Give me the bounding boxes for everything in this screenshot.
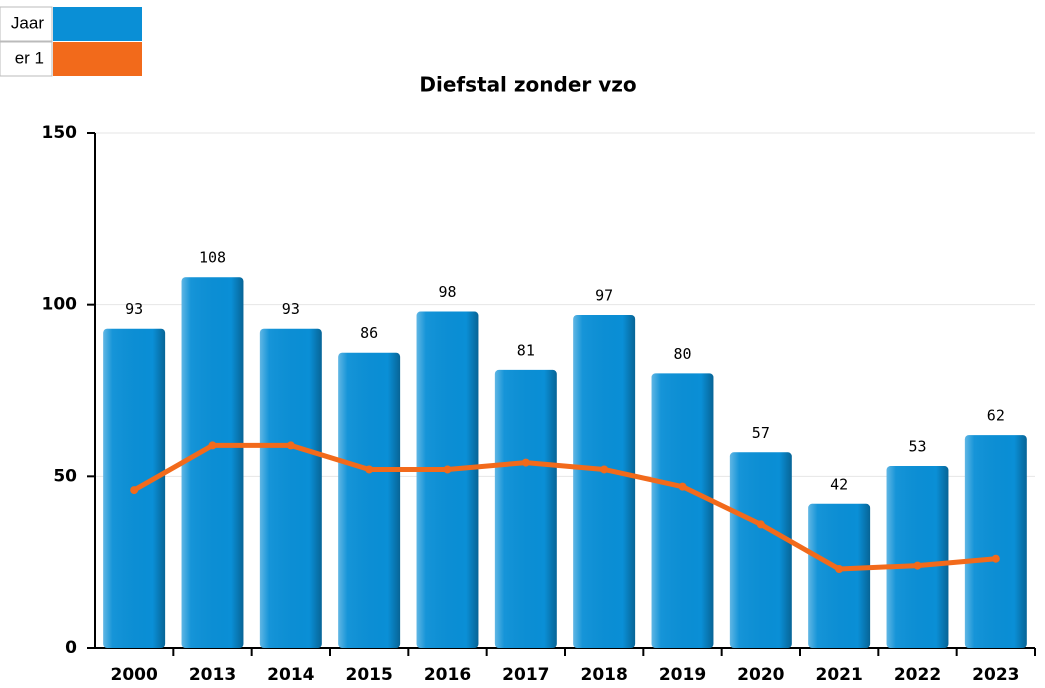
bar-shade	[573, 314, 636, 648]
bar-shade	[181, 277, 244, 648]
legend-box	[0, 6, 53, 42]
point	[913, 561, 922, 570]
bar-shade	[338, 352, 401, 648]
legend-box	[0, 41, 53, 77]
value-label: 81	[517, 341, 535, 359]
point	[521, 458, 530, 467]
x-tick-label: 2015	[346, 665, 393, 685]
bar-shade	[729, 452, 792, 648]
value-label: 93	[125, 300, 143, 318]
bar-shade	[964, 435, 1027, 648]
value-label: 53	[908, 438, 926, 456]
y-tick-label: 50	[53, 466, 77, 486]
point	[208, 441, 217, 450]
x-tick-label: 2019	[659, 665, 706, 685]
value-label: 108	[199, 249, 226, 267]
bar-shade	[494, 369, 557, 648]
x-tick-label: 2016	[424, 665, 471, 685]
point	[991, 554, 1000, 563]
bar-shade	[259, 328, 322, 648]
legend-swatch	[53, 42, 142, 76]
value-label: 98	[438, 283, 456, 301]
bar-shade	[651, 373, 714, 648]
point	[130, 486, 139, 495]
line	[132, 442, 997, 572]
bar-shade	[886, 466, 949, 648]
x-tick-label: 2018	[581, 665, 628, 685]
legend-label: er 1	[15, 48, 44, 67]
chart-title: Diefstal zonder vzo	[419, 73, 636, 97]
point	[443, 465, 452, 474]
value-label: 80	[673, 345, 691, 363]
x-tick-label: 2021	[816, 665, 863, 685]
bar-shade	[416, 311, 479, 648]
value-label: 42	[830, 475, 848, 493]
value-label: 93	[282, 300, 300, 318]
value-label: 97	[595, 286, 613, 304]
point	[756, 520, 765, 529]
bar-shade	[808, 503, 871, 648]
y-tick-label: 150	[42, 123, 78, 143]
x-tick-label: 2022	[894, 665, 941, 685]
point	[835, 565, 844, 574]
value-label: 86	[360, 324, 378, 342]
x-tick-label: 2014	[267, 665, 314, 685]
point	[286, 441, 295, 450]
point	[600, 465, 609, 474]
legend-label: Jaar	[11, 13, 44, 32]
value-label: 62	[987, 407, 1005, 425]
y-tick-label: 0	[65, 638, 77, 658]
legend-swatch	[53, 7, 142, 41]
point	[365, 465, 374, 474]
x-tick-label: 2017	[502, 665, 549, 685]
x-tick-label: 2023	[972, 665, 1019, 685]
x-tick-label: 2000	[111, 665, 158, 685]
point	[678, 482, 687, 491]
value-label: 57	[752, 424, 770, 442]
x-tick-label: 2013	[189, 665, 236, 685]
x-tick-label: 2020	[737, 665, 784, 685]
y-tick-label: 100	[42, 295, 78, 315]
